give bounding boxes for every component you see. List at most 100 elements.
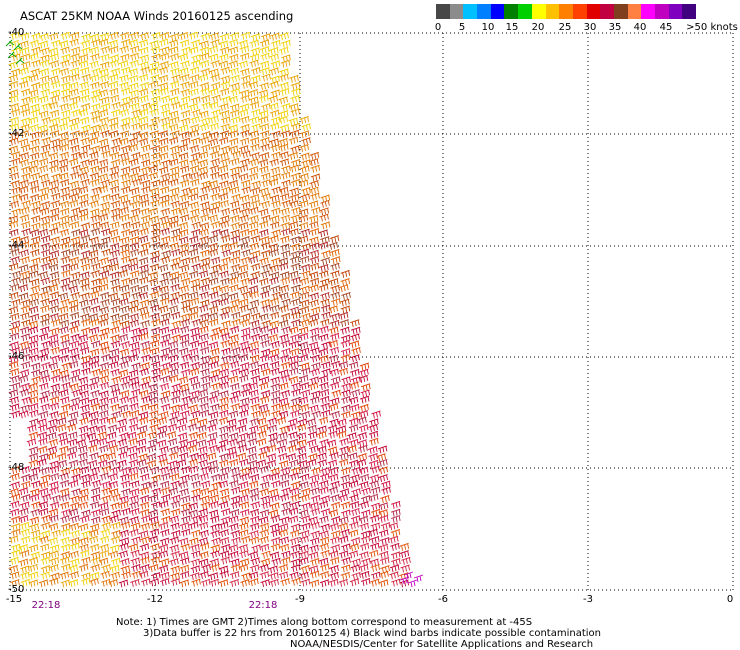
wind-barb bbox=[119, 542, 129, 551]
wind-barb bbox=[187, 444, 198, 453]
wind-barb bbox=[198, 521, 209, 530]
wind-barb bbox=[111, 493, 121, 502]
wind-barb bbox=[279, 73, 289, 82]
wind-barb bbox=[229, 571, 240, 580]
wind-barb bbox=[180, 137, 191, 146]
wind-barb bbox=[339, 516, 349, 525]
wind-barb bbox=[208, 418, 218, 427]
wind-barb bbox=[379, 556, 390, 565]
wind-barb bbox=[9, 243, 19, 252]
wind-barb bbox=[170, 410, 180, 419]
wind-barb bbox=[369, 480, 379, 489]
wind-barb bbox=[60, 467, 71, 476]
wind-barb bbox=[280, 221, 291, 230]
wind-barb bbox=[128, 39, 139, 48]
wind-barb bbox=[81, 556, 91, 565]
wind-barb bbox=[18, 487, 29, 496]
wind-barb bbox=[160, 403, 171, 412]
wind-barb bbox=[150, 116, 160, 125]
wind-barb bbox=[108, 473, 118, 482]
wind-barb bbox=[299, 165, 310, 174]
wind-barb bbox=[10, 157, 21, 166]
wind-barb bbox=[199, 40, 209, 49]
wind-barb bbox=[79, 347, 90, 355]
wind-barb bbox=[403, 571, 414, 580]
wind-barb bbox=[89, 355, 100, 364]
wind-barb bbox=[269, 47, 279, 55]
wind-barb bbox=[80, 404, 90, 413]
wind-barb bbox=[220, 158, 231, 166]
wind-barb bbox=[297, 439, 307, 448]
wind-barb bbox=[89, 208, 100, 217]
wind-barb bbox=[169, 166, 180, 175]
wind-barb bbox=[168, 110, 179, 119]
wind-barb bbox=[368, 430, 379, 439]
wind-barb bbox=[299, 382, 310, 391]
wind-barb bbox=[170, 311, 181, 320]
wind-barb bbox=[278, 319, 289, 328]
wind-barb bbox=[309, 292, 319, 301]
wind-barb bbox=[178, 229, 189, 237]
wind-barb bbox=[190, 572, 200, 581]
wind-barb bbox=[31, 369, 41, 378]
wind-barb bbox=[220, 81, 231, 90]
wind-barb bbox=[110, 340, 121, 349]
wind-barb bbox=[228, 38, 239, 47]
wind-barb bbox=[348, 459, 359, 468]
wind-barb bbox=[49, 250, 60, 259]
wind-barb bbox=[360, 535, 371, 544]
wind-barb bbox=[151, 318, 161, 327]
wind-barb bbox=[111, 466, 121, 475]
wind-barb bbox=[219, 180, 229, 189]
wind-barb bbox=[209, 151, 220, 159]
wind-barb bbox=[138, 88, 149, 97]
wind-barb bbox=[20, 75, 31, 84]
wind-barb bbox=[18, 543, 29, 552]
wind-barb bbox=[40, 235, 51, 244]
wind-barb bbox=[99, 410, 109, 418]
wind-barb bbox=[328, 278, 339, 287]
wind-barb bbox=[199, 242, 209, 251]
wind-barb bbox=[129, 501, 139, 510]
wind-barb bbox=[278, 96, 289, 105]
wind-barb bbox=[148, 390, 159, 398]
wind-barb bbox=[30, 488, 40, 497]
wind-barb bbox=[170, 151, 181, 160]
wind-barb bbox=[99, 270, 110, 279]
wind-barb bbox=[10, 375, 20, 384]
wind-barb bbox=[280, 228, 291, 236]
wind-barb bbox=[219, 396, 229, 405]
wind-barb bbox=[169, 33, 180, 42]
wind-barb bbox=[250, 235, 261, 244]
wind-barb bbox=[238, 354, 249, 362]
wind-barb bbox=[158, 550, 169, 559]
wind-barb bbox=[199, 46, 210, 55]
wind-barb bbox=[116, 425, 127, 434]
wind-barb bbox=[199, 571, 209, 579]
wind-barb bbox=[69, 193, 80, 202]
wind-barb bbox=[247, 453, 257, 461]
wind-barb bbox=[100, 201, 110, 210]
wind-barb bbox=[407, 579, 418, 588]
wind-barb bbox=[90, 270, 101, 278]
wind-barb bbox=[111, 410, 121, 419]
wind-barb bbox=[140, 515, 151, 523]
wind-barb bbox=[220, 306, 231, 315]
wind-barb bbox=[256, 438, 267, 447]
wind-barb bbox=[208, 277, 219, 286]
wind-barb bbox=[159, 215, 170, 224]
wind-barb bbox=[99, 32, 110, 41]
wind-barb bbox=[179, 522, 190, 531]
wind-barb bbox=[89, 523, 100, 532]
wind-barb bbox=[20, 165, 31, 174]
wind-barb bbox=[238, 374, 249, 383]
wind-barb bbox=[69, 312, 80, 320]
wind-barb bbox=[229, 53, 239, 62]
wind-barb bbox=[209, 68, 219, 77]
wind-barb bbox=[320, 298, 330, 307]
wind-barb bbox=[208, 242, 219, 251]
wind-barb bbox=[20, 108, 31, 117]
wind-barb bbox=[200, 144, 211, 152]
wind-barb bbox=[40, 571, 51, 580]
wind-barb bbox=[40, 47, 50, 56]
